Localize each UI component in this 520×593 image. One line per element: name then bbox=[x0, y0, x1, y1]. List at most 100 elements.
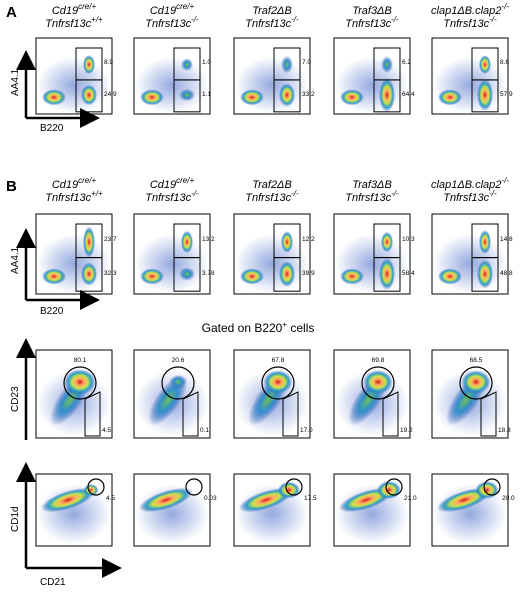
genotype-superscript: -/- bbox=[489, 189, 497, 198]
panel-a-genotype-line1-1: Cd19cre/+ bbox=[52, 2, 97, 17]
panel-a-plot-4: 6.2 64.4 bbox=[333, 37, 415, 115]
panel-b-genotype-line2-2: Tnfrsf13c-/- bbox=[145, 189, 199, 204]
circle-gate-value: 21.0 bbox=[404, 495, 417, 502]
density-cluster bbox=[279, 83, 295, 107]
genotype-superscript: cre/+ bbox=[78, 2, 96, 11]
gated-title-main: Gated on B220 bbox=[202, 321, 283, 335]
lower-gate-value: 64.4 bbox=[402, 91, 415, 98]
lower-gate-value: 1.1 bbox=[202, 91, 211, 98]
density-cluster bbox=[139, 487, 193, 513]
density-cluster bbox=[475, 481, 499, 499]
box-gate bbox=[382, 391, 399, 437]
lower-gate-value: 33.2 bbox=[302, 91, 315, 98]
panel-b-genotype-line1-3: Traf2ΔB bbox=[252, 179, 292, 191]
density-cluster bbox=[477, 79, 493, 111]
density-cluster bbox=[42, 89, 66, 106]
density-cluster bbox=[278, 481, 300, 499]
panel-b-row2-y-axis-label: CD23 bbox=[10, 386, 21, 412]
panel-b-row1-plot-1: 23.7 32.3 bbox=[35, 213, 117, 295]
background-events bbox=[433, 57, 507, 114]
density-cluster bbox=[377, 481, 401, 499]
panel-a-genotype-headers: Cd19cre/+Tnfrsf13c+/+Cd19cre/+Tnfrsf13c-… bbox=[45, 2, 509, 30]
density-cluster bbox=[83, 484, 99, 496]
panel-b-row1-plots: 23.7 32.3 13.2 3.78 12.2 39.9 10.3 58.4 14.8 48.8 bbox=[35, 213, 513, 295]
panel-a-genotype-line1-4: Traf3ΔB bbox=[352, 5, 392, 17]
upper-gate-value: 8.9 bbox=[104, 59, 113, 66]
genotype-superscript: -/- bbox=[391, 189, 399, 198]
panel-b-genotype-line2-3: Tnfrsf13c-/- bbox=[245, 189, 299, 204]
panel-a-genotype-line1-2: Cd19cre/+ bbox=[150, 2, 195, 17]
panel-b-genotype-line2-1: Tnfrsf13c+/+ bbox=[45, 189, 103, 204]
panel-a-plot-2: 1.0 1.1 bbox=[133, 37, 211, 115]
genotype-name: Cd19 bbox=[52, 179, 78, 191]
density-cluster bbox=[41, 487, 95, 513]
density-cluster bbox=[340, 268, 364, 285]
panel-b-row2-plots: 80.1 4.5 20.6 0.1 67.8 17.0 69.8 19.2 68.5 18.8 bbox=[35, 349, 511, 439]
box-gate bbox=[480, 391, 497, 437]
density-cluster bbox=[140, 268, 164, 285]
lower-gate-value: 58.4 bbox=[402, 270, 415, 277]
background-events bbox=[235, 234, 309, 294]
panel-b-row2-plot-1: 80.1 4.5 bbox=[35, 349, 113, 439]
panel-b-row2-plot-4: 69.8 19.2 bbox=[333, 349, 413, 439]
circle-gate-value: 20.6 bbox=[172, 357, 185, 364]
circle-gate-value: 20.0 bbox=[502, 495, 515, 502]
genotype-name: Tnfrsf13c bbox=[145, 18, 191, 30]
box-gate bbox=[84, 391, 101, 437]
background-events bbox=[135, 57, 209, 114]
upper-gate-value: 13.2 bbox=[202, 236, 215, 243]
lower-gate bbox=[273, 79, 301, 113]
upper-gate-value: 6.2 bbox=[402, 59, 411, 66]
upper-gate-value: 23.7 bbox=[104, 236, 117, 243]
density-cluster bbox=[240, 268, 264, 285]
density-cluster bbox=[179, 267, 195, 281]
density-cluster bbox=[63, 368, 97, 396]
lower-gate-value: 32.3 bbox=[104, 270, 117, 277]
panel-b-genotype-line1-2: Cd19cre/+ bbox=[150, 176, 195, 191]
box-gate bbox=[182, 391, 199, 437]
panel-a-plots: 8.9 24.9 1.0 1.1 7.0 33.2 6.2 64.4 8.6 57.9 bbox=[35, 37, 513, 115]
density-cluster bbox=[281, 55, 293, 74]
genotype-superscript: +/+ bbox=[91, 189, 103, 198]
panel-b-row3-plot-4: 21.0 bbox=[333, 473, 417, 547]
genotype-name: Tnfrsf13c bbox=[345, 192, 391, 204]
panel-letter-b: B bbox=[6, 178, 17, 195]
genotype-name: Tnfrsf13c bbox=[45, 18, 91, 30]
panel-b-genotype-line1-4: Traf3ΔB bbox=[352, 179, 392, 191]
density-cluster bbox=[281, 231, 293, 253]
circle-gate bbox=[459, 366, 493, 400]
genotype-superscript: -/- bbox=[489, 15, 497, 24]
panel-a-genotype-line2-1: Tnfrsf13c+/+ bbox=[45, 15, 103, 30]
background-events bbox=[135, 234, 209, 294]
genotype-name: Tnfrsf13c bbox=[45, 192, 91, 204]
density-cluster bbox=[83, 226, 95, 258]
box-gate-value: 19.2 bbox=[400, 427, 413, 434]
genotype-superscript: -/- bbox=[291, 189, 299, 198]
panel-b-row3-y-axis-label: CD1d bbox=[10, 506, 21, 532]
lower-gate-value: 48.8 bbox=[500, 270, 513, 277]
circle-gate bbox=[483, 478, 501, 496]
density-cluster bbox=[81, 84, 97, 106]
background-events bbox=[335, 57, 409, 114]
genotype-name: Traf2ΔB bbox=[252, 5, 292, 17]
circle-gate-value: 0.03 bbox=[204, 495, 217, 502]
genotype-name: Traf3ΔB bbox=[352, 179, 392, 191]
lower-gate bbox=[373, 257, 401, 292]
circle-gate-value: 68.5 bbox=[470, 357, 483, 364]
upper-gate-value: 14.8 bbox=[500, 236, 513, 243]
density-cluster bbox=[140, 89, 164, 106]
panel-a-genotype-line2-3: Tnfrsf13c-/- bbox=[245, 15, 299, 30]
genotype-name: Tnfrsf13c bbox=[345, 18, 391, 30]
panel-b-row3-plot-5: 20.0 bbox=[431, 473, 515, 547]
genotype-name: clap1ΔB.clap2 bbox=[431, 5, 501, 17]
circle-gate bbox=[385, 478, 403, 496]
density-cluster bbox=[438, 268, 462, 285]
density-cluster bbox=[81, 262, 97, 286]
genotype-superscript: +/+ bbox=[91, 15, 103, 24]
density-cluster bbox=[263, 370, 293, 394]
lower-gate bbox=[373, 79, 401, 113]
lower-gate-value: 3.78 bbox=[202, 270, 215, 277]
density-cluster bbox=[363, 370, 393, 394]
gated-title: Gated on B220+ cells bbox=[202, 320, 315, 335]
